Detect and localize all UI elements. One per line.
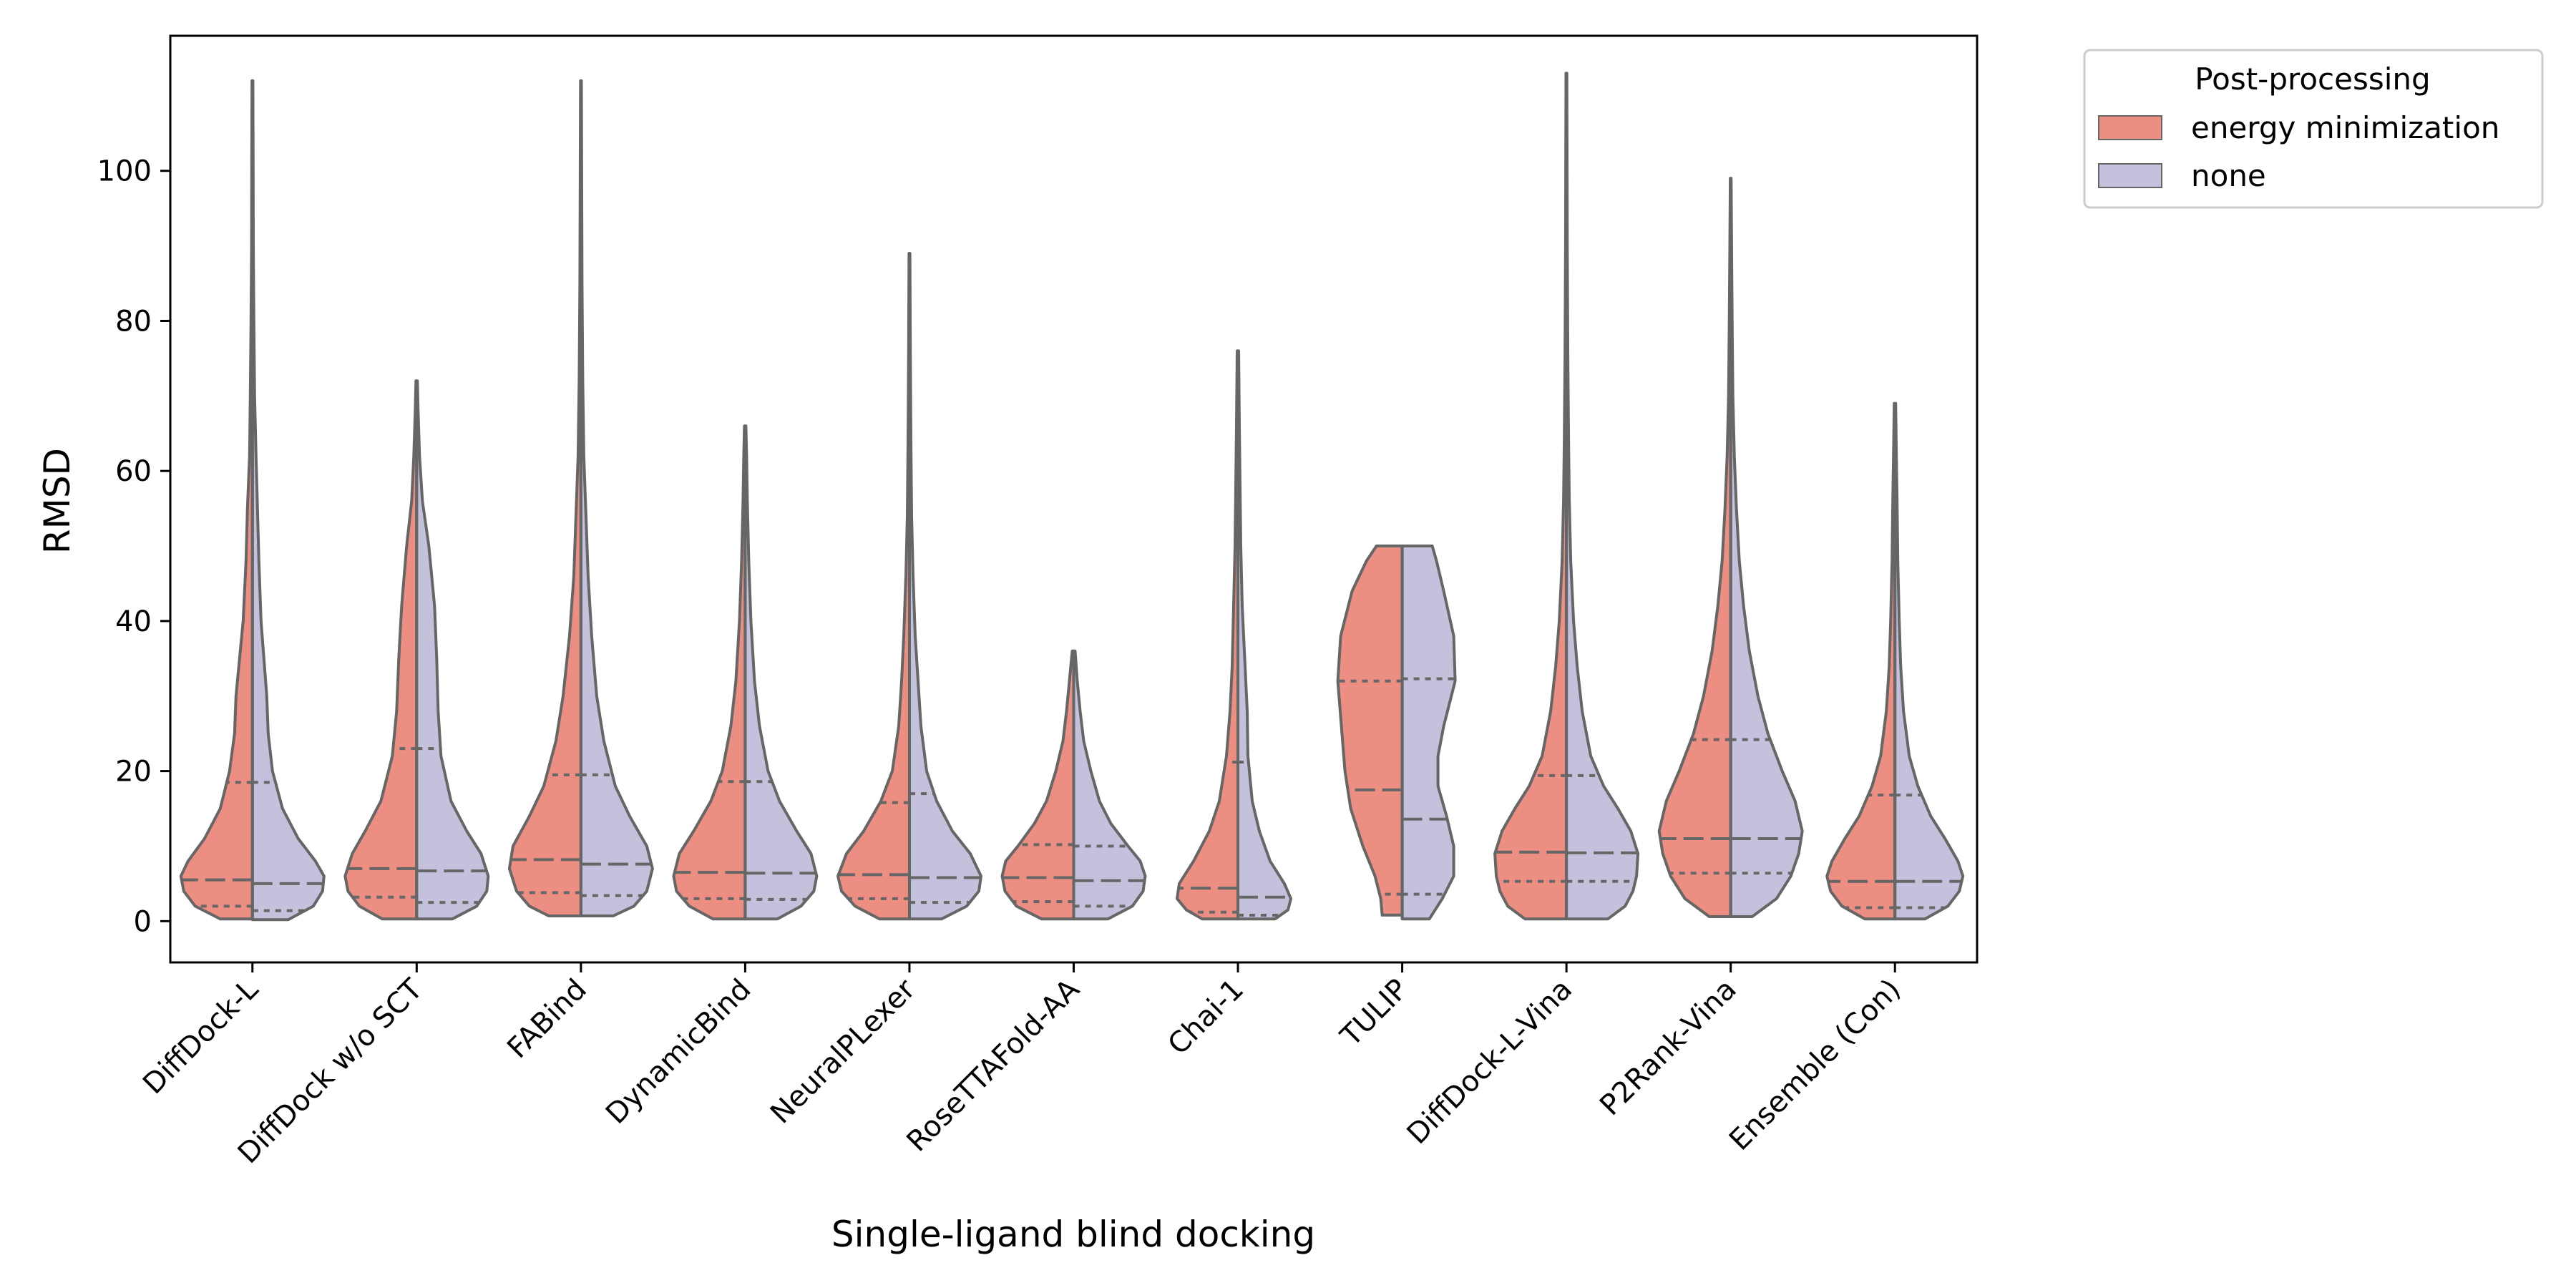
violins-layer	[179, 72, 1965, 922]
y-tick-label-20: 20	[115, 756, 152, 789]
violin-5-none	[1072, 649, 1147, 921]
violin-7-energy-minimization	[1336, 545, 1404, 917]
y-tick-label-60: 60	[115, 455, 152, 488]
legend-frame	[2083, 49, 2544, 209]
violin-5-energy-minimization	[1000, 649, 1075, 921]
y-tick-label-100: 100	[97, 155, 152, 188]
y-axis-title: RMSD	[36, 448, 78, 554]
legend-swatch-energy-minimization	[2098, 115, 2162, 140]
legend-title: Post-processing	[2195, 62, 2430, 97]
x-axis-title: Single-ligand blind docking	[831, 1214, 1315, 1255]
y-tick-label-40: 40	[115, 605, 152, 638]
legend-label-energy-minimization: energy minimization	[2191, 110, 2499, 145]
y-axis: 0 20 40 60 80 100	[97, 155, 170, 938]
legend-swatch-none	[2098, 163, 2162, 188]
y-tick-label-80: 80	[115, 305, 152, 338]
violin-7-none	[1400, 545, 1457, 921]
y-tick-label-0: 0	[134, 905, 152, 938]
legend-label-none: none	[2191, 158, 2266, 193]
legend: Post-processing energy minimization none	[2083, 49, 2544, 209]
